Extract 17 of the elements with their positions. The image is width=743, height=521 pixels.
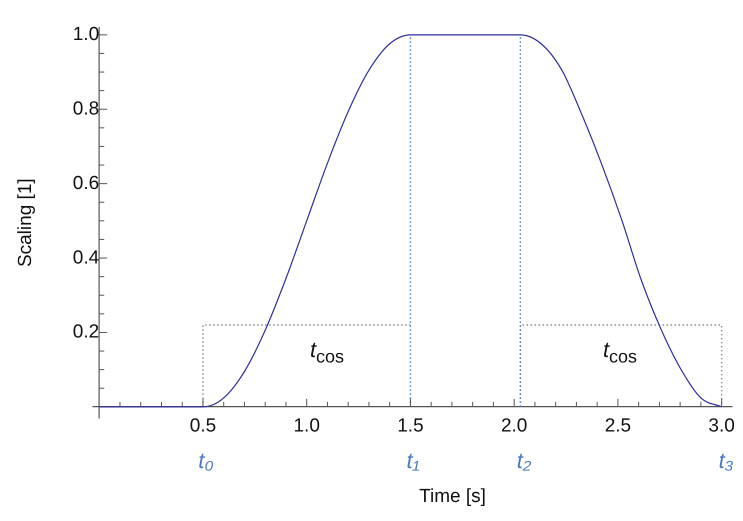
text: t₃ (718, 448, 734, 474)
text: t₂ (516, 448, 532, 474)
x-axis-title: Time [s] (419, 486, 486, 508)
x-tick-label: 1.5 (397, 415, 424, 436)
x-tick-label: 2.5 (604, 415, 632, 436)
y-tick-label: 0.2 (72, 322, 100, 343)
x-tick-label: 3.0 (708, 415, 735, 436)
x-tick-label: 2.0 (500, 415, 528, 436)
x-tick-label: 1.0 (293, 415, 320, 436)
text: t₁ (406, 448, 420, 474)
y-axis-title: Scaling [1] (15, 178, 36, 268)
y-tick-label: 1.0 (72, 24, 100, 46)
text: t₀ (198, 448, 214, 474)
line-series (98, 34, 722, 408)
y-tick-label: 0.8 (72, 98, 100, 120)
x-tick-label: 0.5 (190, 415, 216, 436)
y-tick-label: 0.6 (72, 172, 100, 194)
